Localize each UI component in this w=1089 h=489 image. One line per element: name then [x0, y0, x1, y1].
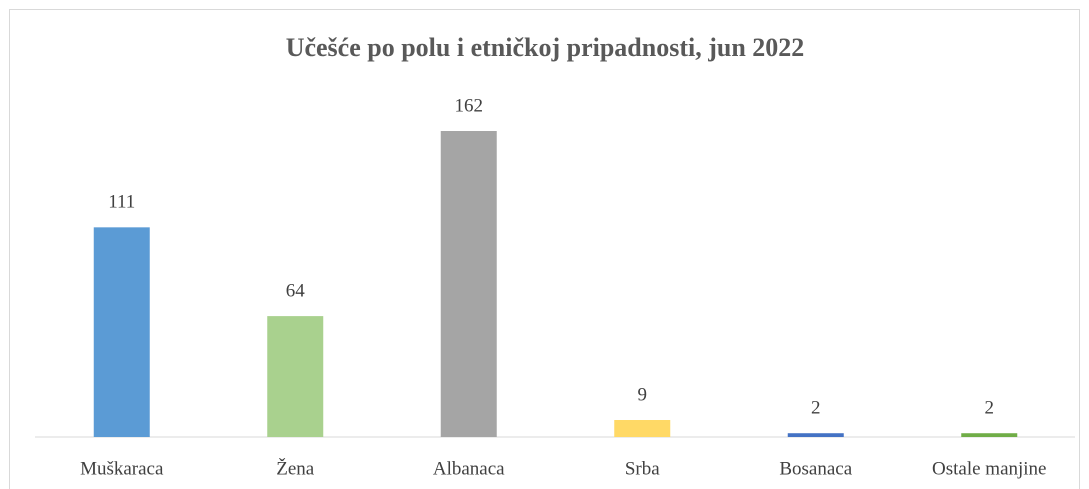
- data-label: 64: [286, 280, 306, 301]
- bar: [267, 316, 324, 437]
- bar: [440, 131, 497, 437]
- chart-frame: [9, 9, 1080, 489]
- x-tick-label: Srba: [625, 458, 660, 479]
- x-tick-label: Žena: [276, 457, 315, 479]
- x-tick-label: Albanaca: [433, 458, 505, 479]
- data-label: 2: [811, 398, 821, 419]
- data-label: 162: [455, 95, 484, 116]
- data-label: 9: [638, 384, 648, 405]
- chart-title: Učešće po polu i etničkoj pripadnosti, j…: [286, 33, 805, 62]
- bar: [787, 433, 844, 437]
- x-tick-label: Bosanaca: [779, 458, 852, 479]
- bar: [961, 433, 1018, 437]
- bar: [614, 420, 671, 437]
- data-label: 111: [108, 192, 135, 213]
- data-label: 2: [985, 398, 995, 419]
- bar: [93, 227, 150, 437]
- x-tick-label: Ostale manjine: [932, 458, 1047, 479]
- x-tick-label: Muškaraca: [80, 458, 164, 479]
